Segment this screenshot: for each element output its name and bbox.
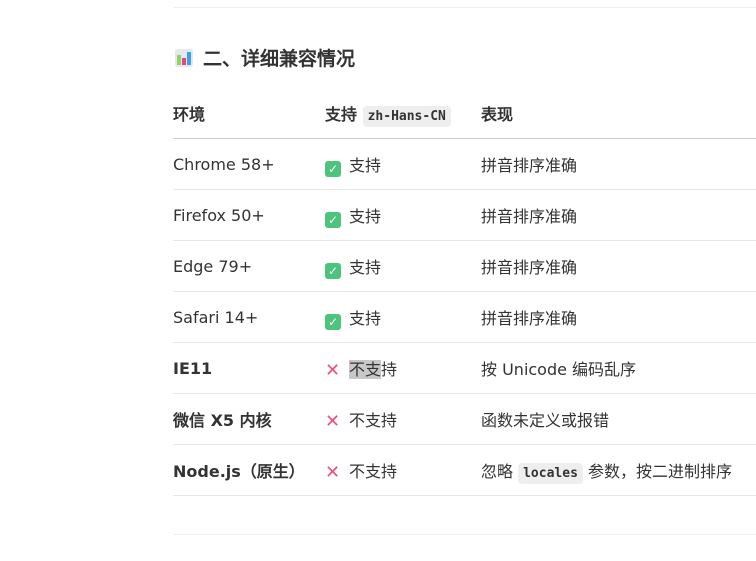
- selected-text: 不支: [349, 359, 382, 379]
- table-row: IE11 ✕ 不支持 按 Unicode 编码乱序: [173, 342, 756, 394]
- support-text: 不支持: [349, 410, 398, 430]
- env-cell: Safari 14+: [173, 291, 325, 343]
- env-cell: Edge 79+: [173, 240, 325, 292]
- behavior-cell: 函数未定义或报错: [481, 393, 756, 445]
- cross-icon: ✕: [325, 410, 341, 432]
- env-cell: Node.js（原生）: [173, 444, 325, 496]
- divider-top: [173, 7, 756, 8]
- env-cell: 微信 X5 内核: [173, 393, 325, 445]
- behavior-cell: 拼音排序准确: [481, 240, 756, 292]
- table-row: Node.js（原生） ✕ 不支持 忽略 locales 参数，按二进制排序: [173, 444, 756, 496]
- support-text: 支持: [349, 206, 382, 226]
- env-cell: Firefox 50+: [173, 189, 325, 241]
- compat-table: 环境 支持 zh-Hans-CN 表现 Chrome 58+ ✓ 支持 拼音排序准确 …: [173, 88, 756, 496]
- support-cell: ✕ 不支持: [325, 393, 481, 445]
- header-env: 环境: [173, 88, 325, 139]
- support-text: 支持: [349, 257, 382, 277]
- section-title: 二、详细兼容情况: [203, 48, 356, 70]
- support-cell: ✓ 支持: [325, 138, 481, 190]
- table-row: 微信 X5 内核 ✕ 不支持 函数未定义或报错: [173, 393, 756, 445]
- check-icon: ✓: [325, 262, 341, 279]
- support-cell: ✕ 不支持: [325, 342, 481, 394]
- divider-bottom: [173, 534, 756, 535]
- behavior-text: 参数，按二进制排序: [588, 462, 733, 481]
- support-cell: ✕ 不支持: [325, 444, 481, 496]
- support-text: 持: [381, 359, 398, 379]
- behavior-cell: 拼音排序准确: [481, 138, 756, 190]
- check-icon: ✓: [325, 211, 341, 228]
- header-support-code: zh-Hans-CN: [362, 106, 451, 127]
- support-cell: ✓ 支持: [325, 240, 481, 292]
- support-text: 不支持: [349, 461, 398, 481]
- section-heading: 二、详细兼容情况: [175, 44, 355, 71]
- cross-icon: ✕: [325, 461, 341, 483]
- table-row: Chrome 58+ ✓ 支持 拼音排序准确: [173, 138, 756, 190]
- table-row: Safari 14+ ✓ 支持 拼音排序准确: [173, 291, 756, 343]
- behavior-cell: 拼音排序准确: [481, 189, 756, 241]
- env-cell: Chrome 58+: [173, 138, 325, 190]
- behavior-cell: 按 Unicode 编码乱序: [481, 342, 756, 394]
- behavior-cell: 忽略 locales 参数，按二进制排序: [481, 444, 756, 496]
- table-row: Firefox 50+ ✓ 支持 拼音排序准确: [173, 189, 756, 241]
- check-icon: ✓: [325, 313, 341, 330]
- check-icon: ✓: [325, 160, 341, 177]
- table-row: Edge 79+ ✓ 支持 拼音排序准确: [173, 240, 756, 292]
- header-support-label: 支持: [325, 105, 358, 124]
- header-support: 支持 zh-Hans-CN: [325, 88, 481, 139]
- cross-icon: ✕: [325, 359, 341, 381]
- env-cell: IE11: [173, 342, 325, 394]
- behavior-text: 忽略: [481, 462, 514, 481]
- table-header: 环境 支持 zh-Hans-CN 表现: [173, 88, 756, 139]
- behavior-cell: 拼音排序准确: [481, 291, 756, 343]
- header-behavior: 表现: [481, 88, 756, 139]
- support-cell: ✓ 支持: [325, 189, 481, 241]
- support-cell: ✓ 支持: [325, 291, 481, 343]
- support-text: 支持: [349, 155, 382, 175]
- support-text: 支持: [349, 308, 382, 328]
- behavior-code: locales: [518, 463, 583, 484]
- bar-chart-icon: [175, 48, 193, 67]
